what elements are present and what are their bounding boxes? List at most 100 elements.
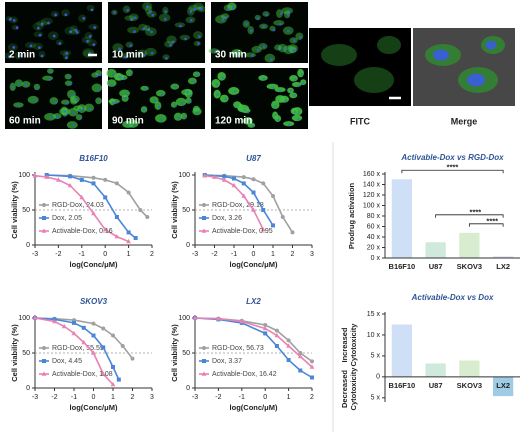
x-tick-label: -1 — [79, 251, 85, 258]
cell — [219, 94, 229, 103]
x-axis-label: log(Conc/μM) — [230, 260, 278, 269]
nucleus — [69, 30, 72, 34]
nucleus — [251, 124, 255, 128]
marker — [251, 190, 256, 195]
cell — [228, 87, 240, 95]
cell — [33, 31, 44, 38]
marker — [91, 181, 96, 186]
significance-label: **** — [470, 207, 482, 216]
cell — [175, 97, 187, 107]
cell — [84, 31, 93, 40]
nucleus — [56, 115, 59, 119]
legend-label: Activable-Dox, 1.08 — [52, 371, 113, 378]
nucleus — [197, 42, 200, 45]
marker — [298, 368, 303, 373]
marker — [111, 333, 115, 338]
nucleus — [98, 73, 102, 77]
caption: FITC — [350, 116, 370, 126]
marker — [222, 174, 227, 179]
marker — [41, 371, 47, 376]
nucleus — [265, 13, 269, 17]
marker — [239, 318, 245, 324]
nucleus — [171, 40, 175, 44]
marker — [91, 321, 96, 326]
x-tick-label: -3 — [32, 251, 38, 258]
y-tick-label: 10 x — [367, 332, 381, 339]
x-tick-label: U87 — [429, 262, 443, 271]
nucleus — [160, 93, 164, 97]
nucleus — [118, 75, 122, 79]
chart-title: Activable-Dox vs RGD-Dox — [400, 153, 504, 162]
nucleus — [297, 84, 300, 88]
x-tick-label: B16F10 — [389, 262, 416, 271]
nucleus — [177, 116, 181, 120]
nucleus — [193, 7, 197, 11]
cell — [264, 53, 276, 63]
y-tick-label: 80 x — [367, 213, 381, 220]
nucleus — [247, 120, 251, 123]
cell — [220, 13, 230, 20]
nucleus — [215, 93, 219, 96]
marker — [103, 195, 108, 200]
marker — [101, 345, 106, 350]
marker — [111, 365, 115, 369]
marker — [81, 339, 87, 345]
marker — [103, 177, 108, 182]
cell — [287, 87, 294, 94]
nucleus — [186, 90, 190, 94]
nucleus — [15, 26, 19, 30]
cell — [164, 40, 174, 48]
marker — [231, 182, 237, 188]
nucleus — [78, 116, 82, 120]
nucleus — [75, 30, 79, 34]
nucleus — [54, 13, 57, 17]
nucleus — [86, 39, 89, 43]
x-tick-label: -1 — [239, 394, 245, 401]
nucleus — [200, 7, 203, 11]
marker — [261, 181, 266, 186]
marker — [126, 238, 131, 244]
curve — [46, 174, 148, 218]
y-axis-label: Decreased Cytotoxicity — [340, 367, 358, 411]
legend-label: Activable-Dox, 0.16 — [52, 228, 113, 235]
nucleus — [221, 18, 225, 22]
y-axis-label: Cell viability (%) — [10, 181, 19, 239]
marker — [201, 371, 207, 376]
nucleus — [70, 93, 74, 97]
nucleus — [256, 48, 260, 52]
y-tick-label: 0 — [186, 242, 190, 249]
nucleus — [33, 98, 37, 102]
nucleus — [142, 108, 146, 112]
marker — [202, 346, 206, 350]
nucleus — [134, 16, 137, 20]
nucleus — [64, 56, 68, 60]
x-tick-label: 0 — [92, 394, 96, 401]
marker — [241, 181, 246, 186]
marker — [309, 364, 315, 369]
nucleus — [284, 99, 288, 103]
nucleus — [58, 42, 62, 45]
chart-title: LX2 — [246, 297, 261, 306]
nucleus — [38, 33, 42, 37]
marker — [67, 182, 73, 188]
marker — [274, 328, 279, 333]
nucleus — [243, 108, 247, 112]
nucleus — [287, 123, 291, 127]
cell — [321, 44, 357, 66]
x-tick-label: -3 — [192, 251, 198, 258]
cell — [158, 13, 171, 22]
cell — [83, 103, 95, 112]
nucleus — [189, 100, 192, 104]
marker — [81, 325, 86, 330]
marker — [216, 316, 221, 321]
nucleus — [133, 30, 136, 34]
nucleus — [467, 73, 485, 87]
marker — [263, 331, 268, 336]
marker — [192, 315, 198, 320]
cell — [297, 68, 304, 78]
y-axis-label: Prodrug activation — [347, 182, 356, 249]
nucleus — [174, 85, 177, 89]
nucleus — [74, 28, 78, 32]
x-tick-label: 0 — [103, 251, 107, 258]
nucleus — [273, 105, 277, 108]
